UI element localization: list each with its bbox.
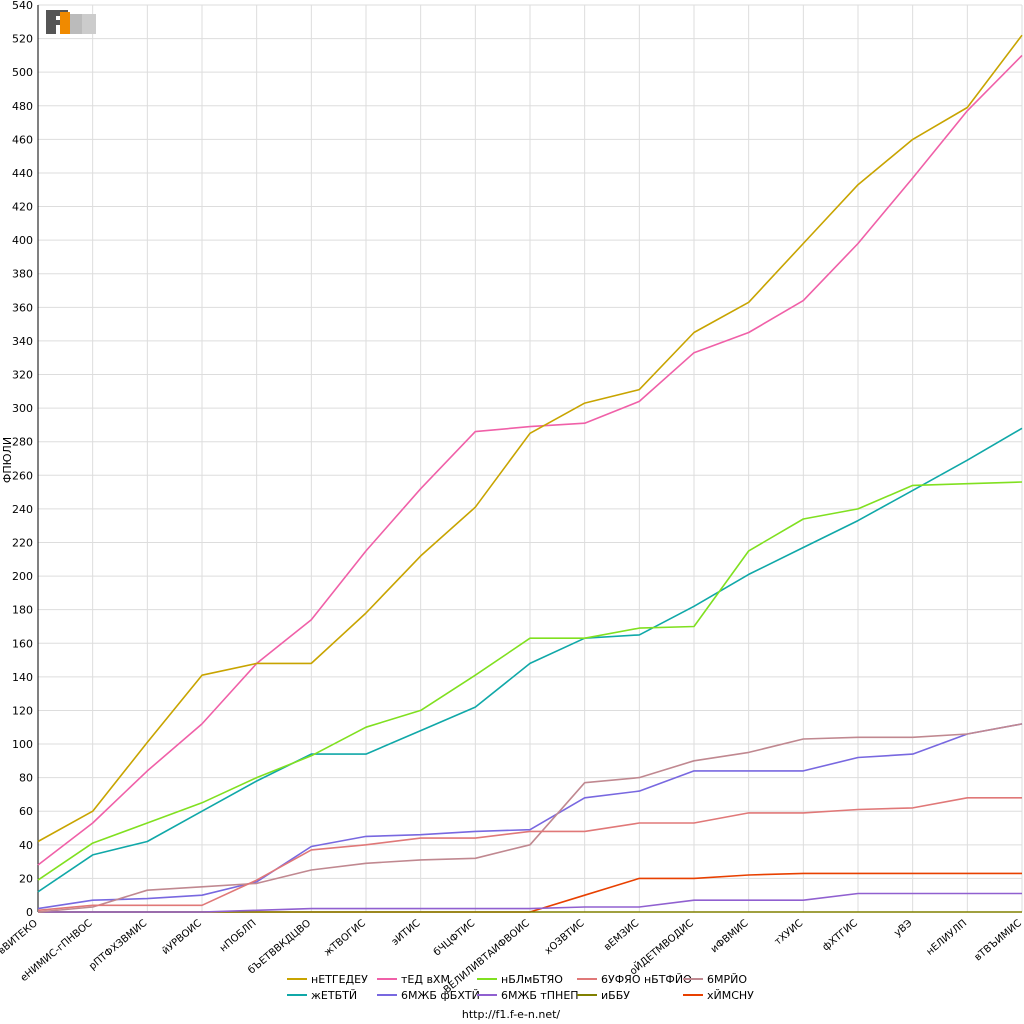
y-tick-label: 60 bbox=[19, 805, 33, 818]
y-tick-label: 340 bbox=[12, 335, 33, 348]
y-tick-label: 540 bbox=[12, 0, 33, 12]
series-line bbox=[38, 892, 1022, 913]
x-tick-label: иФВМИС bbox=[709, 918, 751, 955]
x-tick-label: эИТИС bbox=[390, 918, 423, 948]
logo-icon bbox=[46, 10, 96, 34]
y-tick-label: 0 bbox=[26, 906, 33, 919]
y-tick-label: 220 bbox=[12, 536, 33, 549]
legend-label: 6МЖБ тПНЕП bbox=[501, 989, 579, 1002]
series-line bbox=[37, 34, 1023, 843]
x-tick-label: вВИТЕКО bbox=[0, 918, 40, 957]
y-tick-label: 380 bbox=[12, 268, 33, 281]
y-tick-label: 120 bbox=[12, 704, 33, 717]
series-line bbox=[37, 723, 1023, 910]
series-lines bbox=[37, 34, 1023, 913]
legend-label: 6УФЯО нБТФЙО bbox=[601, 973, 692, 986]
series-line bbox=[37, 427, 1023, 893]
y-tick-label: 40 bbox=[19, 839, 33, 852]
series-line bbox=[37, 723, 1023, 913]
legend-label: иББУ bbox=[601, 989, 630, 1002]
legend-label: 6МРЙО bbox=[707, 973, 747, 986]
x-tick-label: вТВЪИМИС bbox=[973, 918, 1024, 964]
y-tick-label: 200 bbox=[12, 570, 33, 583]
y-tick-label: 240 bbox=[12, 503, 33, 516]
y-tick-label: 500 bbox=[12, 66, 33, 79]
legend-label: жЕТБТЙ bbox=[311, 989, 357, 1002]
y-tick-label: 440 bbox=[12, 167, 33, 180]
legend-label: 6МЖБ фБХТЙ bbox=[401, 989, 480, 1002]
y-tick-label: 260 bbox=[12, 469, 33, 482]
series-line bbox=[37, 796, 1022, 912]
y-axis-label: ФПЮЛИ bbox=[1, 437, 14, 483]
y-tick-label: 480 bbox=[12, 100, 33, 113]
y-axis-ticks: 0 20 40 60 80 100 120 140 160 180 200 220 240 260 280 3… bbox=[12, 0, 33, 919]
y-tick-label: 320 bbox=[12, 369, 33, 382]
x-tick-label: нПОБЛП bbox=[218, 918, 259, 955]
x-tick-label: нЕЛИУЛП bbox=[925, 918, 970, 958]
grid-lines bbox=[37, 4, 1023, 913]
footer-url[interactable]: http://f1.f-e-n.net/ bbox=[462, 1008, 561, 1021]
y-tick-label: 520 bbox=[12, 33, 33, 46]
x-tick-label: уВЭ bbox=[892, 918, 914, 939]
y-tick-label: 460 bbox=[12, 133, 33, 146]
x-tick-label: хОЗВТИС bbox=[543, 918, 587, 957]
y-tick-label: 360 bbox=[12, 301, 33, 314]
y-tick-label: 420 bbox=[12, 201, 33, 214]
x-tick-label: бЧЦФТИС bbox=[432, 918, 477, 959]
y-tick-label: 400 bbox=[12, 234, 33, 247]
y-tick-label: 20 bbox=[19, 872, 33, 885]
y-tick-label: 100 bbox=[12, 738, 33, 751]
legend-label: нБЛмБТЯО bbox=[501, 973, 563, 986]
x-tick-label: йУРВОИС bbox=[160, 918, 204, 957]
y-tick-label: 160 bbox=[12, 637, 33, 650]
legend: нЕТГЕДЕУ тЕД вХМ нБЛмБТЯО 6УФЯО нБТФЙО 6МРЙО… bbox=[287, 973, 754, 1002]
y-tick-label: 180 bbox=[12, 604, 33, 617]
x-tick-label: тХУИС bbox=[773, 918, 806, 948]
x-tick-label: жТВОГИС bbox=[322, 918, 368, 959]
legend-label: нЕТГЕДЕУ bbox=[311, 973, 368, 986]
y-tick-label: 280 bbox=[12, 436, 33, 449]
legend-label: тЕД вХМ bbox=[401, 973, 450, 986]
x-tick-label: рПТФХЗВМИС bbox=[87, 918, 149, 973]
x-tick-label: вЕМЗИС bbox=[602, 918, 641, 953]
x-tick-label: фХТГИС bbox=[821, 918, 860, 953]
f1en-logo bbox=[46, 8, 98, 36]
series-line bbox=[37, 54, 1023, 866]
y-tick-label: 80 bbox=[19, 772, 33, 785]
series-line bbox=[37, 481, 1023, 881]
legend-label: хЙМСНУ bbox=[707, 989, 754, 1002]
y-tick-label: 300 bbox=[12, 402, 33, 415]
y-tick-label: 140 bbox=[12, 671, 33, 684]
